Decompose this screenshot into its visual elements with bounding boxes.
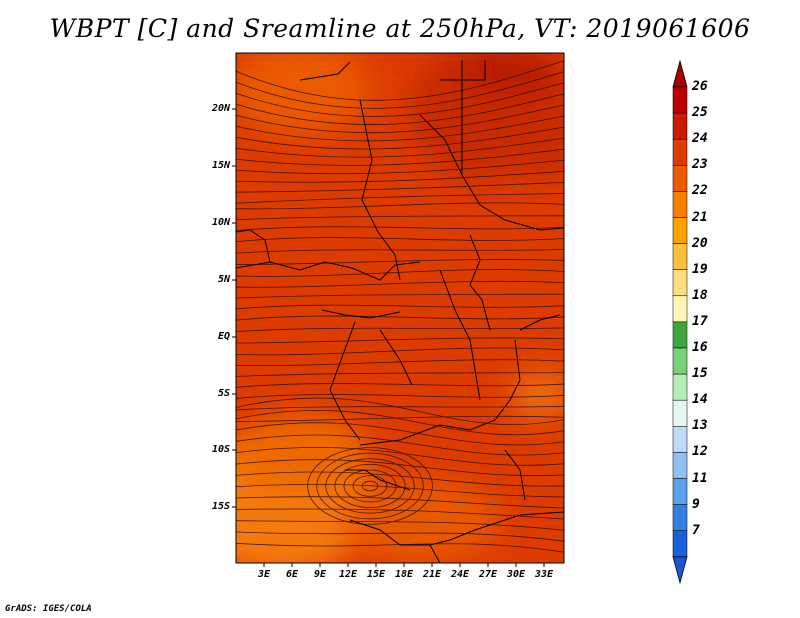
colorbar-swatch [672,426,688,453]
colorbar-bottom-arrow [672,556,688,585]
map-frame [235,52,565,564]
colorbar-swatch [672,243,688,270]
colorbar-label: 7 [692,522,700,538]
colorbar-label: 12 [692,444,708,460]
lat-label: 15S [211,501,230,512]
lon-label: 9E [313,569,327,580]
colorbar-label: 13 [692,418,708,434]
colorbar-label: 11 [692,470,708,486]
colorbar-swatch [672,530,688,558]
colorbar-label: 23 [692,157,708,173]
colorbar-swatch [672,269,688,297]
lat-label: EQ [217,331,230,342]
colorbar-swatch [672,347,688,375]
colorbar-label: 14 [692,392,708,408]
lat-label: 5N [217,274,230,285]
colorbar-swatch [672,452,688,479]
country-borders [236,60,564,563]
colorbar-label: 16 [692,340,708,355]
colorbar-swatch [672,504,688,531]
lon-label: 6E [285,569,299,580]
map-title: WBPT [C] and Sreamline at 250hPa, VT: 20… [49,14,751,43]
streamlines [236,60,564,553]
lon-label: 33E [534,569,554,580]
colorbar-swatch [672,399,688,427]
colorbar-label: 20 [692,235,708,251]
lat-label: 10S [211,444,230,455]
axis-ticks [232,108,545,567]
lat-label: 5S [217,388,230,399]
colorbar-label: 19 [692,261,708,277]
colorbar-swatch [672,191,688,218]
colorbar-swatch [672,478,688,505]
lon-label: 18E [394,569,414,580]
colorbar-label: 26 [692,79,708,94]
colorbar-swatch [672,86,688,114]
colorbar-label: 9 [692,496,700,512]
colorbar-label: 17 [692,313,708,329]
colorbar-label: 22 [692,183,708,199]
colorbar-top-arrow [672,59,688,88]
lon-label: 27E [478,569,498,580]
colorbar-swatch [672,373,688,401]
lon-label: 21E [422,569,442,580]
lat-label: 20N [211,103,230,114]
colorbar-label: 24 [692,131,708,147]
lat-label: 15N [211,160,230,171]
colorbar-swatch [672,112,688,140]
colorbar-swatch [672,165,688,192]
lon-label: 3E [257,569,271,580]
colorbar-label: 18 [692,287,708,303]
colorbar-label: 15 [692,366,708,382]
colorbar-swatch [672,295,688,323]
lon-label: 15E [366,569,386,580]
lon-label: 12E [338,569,358,580]
lat-label: 10N [211,217,230,228]
grads-credit: GrADS: IGES/COLA [5,604,92,614]
colorbar-label: 21 [692,209,708,225]
colorbar-swatch [672,217,688,244]
colorbar-swatch [672,138,688,166]
lon-label: 24E [450,569,470,580]
colorbar-swatch [672,321,688,349]
colorbar-label: 25 [692,105,708,121]
lon-label: 30E [506,569,526,580]
